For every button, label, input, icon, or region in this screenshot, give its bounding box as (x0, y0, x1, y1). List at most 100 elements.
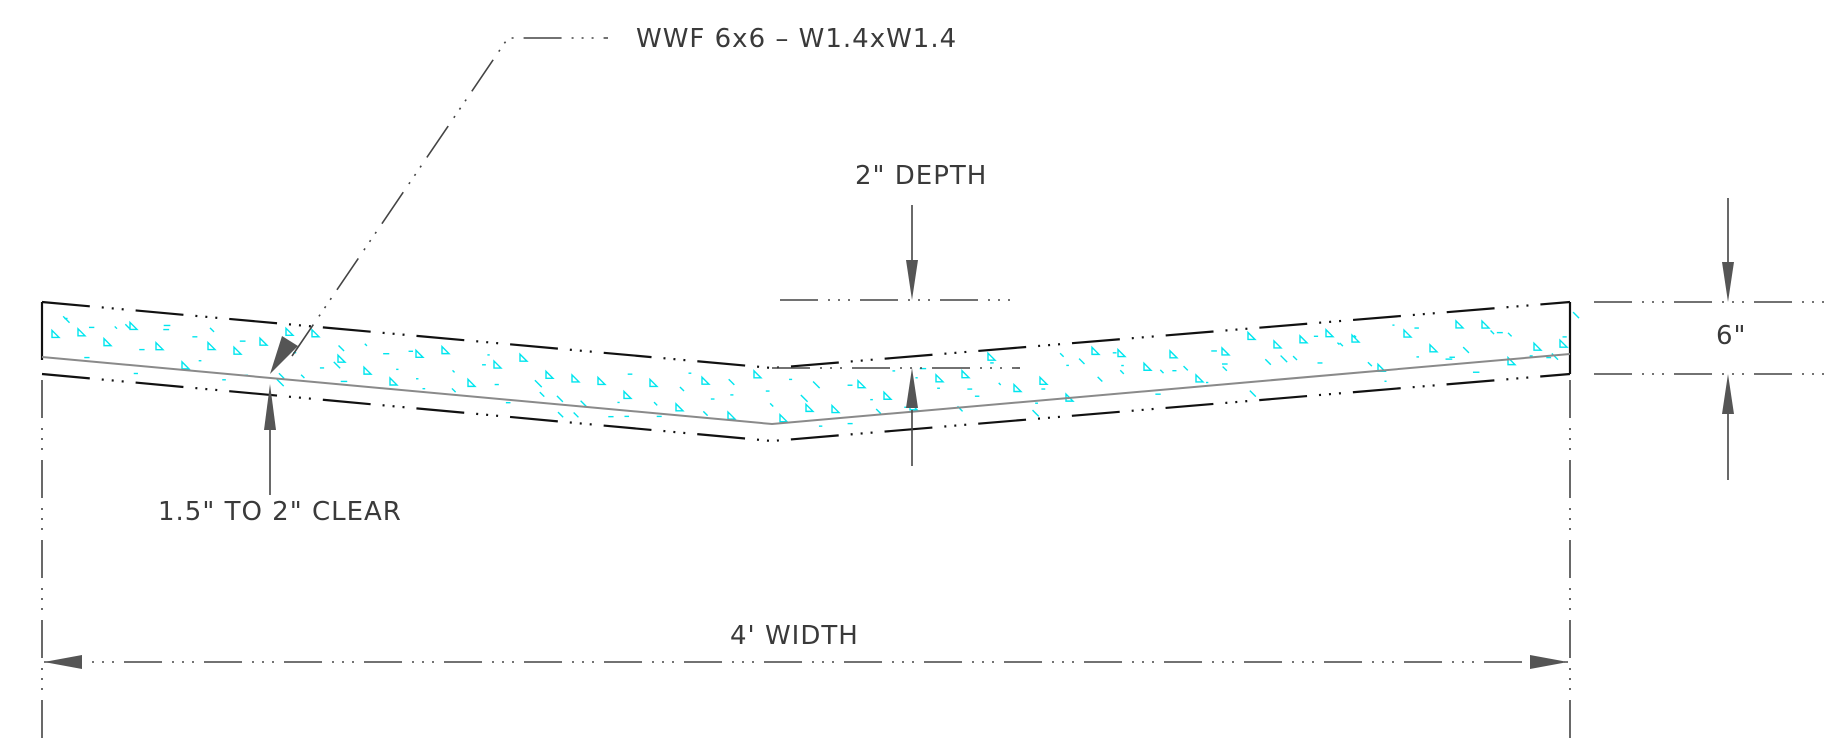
thickness-arrow-top (1722, 262, 1734, 302)
hatch-aggregate (155, 340, 165, 351)
hatch-aggregate (1091, 345, 1101, 356)
hatch-speck (1280, 355, 1288, 363)
hatch-aggregate (1351, 333, 1361, 343)
hatch-aggregate (987, 351, 997, 361)
hatch-aggregate (1325, 328, 1335, 338)
mesh-label: WWF 6x6 – W1.4xW1.4 (636, 24, 957, 54)
hatch-speck (452, 369, 456, 373)
concrete-hatch (51, 311, 1580, 427)
width-dimension: 4' WIDTH (44, 621, 1568, 669)
hatch-aggregate (259, 336, 269, 346)
slab-top-surface (41, 300, 1571, 370)
hatch-aggregate (597, 375, 607, 386)
hatch-aggregate (675, 402, 685, 412)
hatch-aggregate (519, 352, 529, 362)
hatch-aggregate (1481, 319, 1491, 329)
width-label: 4' WIDTH (730, 621, 859, 651)
hatch-speck (1183, 365, 1189, 371)
hatch-aggregate (727, 410, 737, 420)
hatch-speck (1249, 390, 1257, 398)
hatch-aggregate (493, 359, 503, 369)
hatch-speck (556, 395, 564, 403)
hatch-speck (1097, 376, 1103, 383)
hatch-aggregate (389, 376, 399, 386)
hatch-aggregate (1507, 355, 1517, 366)
hatch-speck (1353, 334, 1357, 338)
clear-cover-callout: 1.5" TO 2" CLEAR (158, 384, 402, 527)
hatch-speck (1507, 332, 1513, 337)
hatch-aggregate (233, 345, 243, 355)
hatch-aggregate (415, 348, 425, 359)
hatch-speck (1572, 311, 1580, 319)
hatch-speck (573, 412, 579, 418)
hatch-aggregate (883, 390, 893, 400)
hatch-aggregate (1273, 339, 1283, 349)
hatch-aggregate (649, 377, 659, 388)
hatch-speck (364, 343, 368, 347)
hatch-speck (278, 372, 285, 379)
hatch-speck (1462, 346, 1470, 354)
hatch-aggregate (1221, 346, 1231, 356)
hatch-speck (557, 411, 564, 418)
hatch-aggregate (1403, 328, 1413, 338)
mesh-leader-arrow (270, 336, 298, 374)
hatch-aggregate (935, 373, 945, 383)
clear-label: 1.5" TO 2" CLEAR (158, 497, 402, 527)
hatch-speck (1078, 358, 1086, 365)
hatch-aggregate (1299, 334, 1309, 344)
hatch-aggregate (961, 369, 971, 379)
mesh-leader-line (291, 37, 608, 357)
hatch-aggregate (77, 327, 87, 337)
slab-outline (40, 300, 1572, 443)
width-arrow-right (1530, 655, 1568, 669)
hatch-aggregate (779, 412, 789, 423)
depth-dimension: 2" DEPTH (772, 161, 1020, 466)
hatch-aggregate (805, 402, 815, 413)
depth-arrow-top (906, 260, 918, 300)
hatch-speck (114, 325, 118, 330)
hatch-aggregate (571, 373, 581, 383)
hatch-aggregate (1039, 375, 1049, 386)
hatch-speck (534, 379, 543, 388)
hatch-speck (1490, 330, 1495, 335)
hatch-aggregate (1533, 341, 1543, 351)
hatch-speck (209, 327, 215, 333)
hatch-speck (333, 361, 341, 369)
hatch-speck (1119, 369, 1125, 375)
hatch-aggregate (1455, 319, 1465, 329)
hatch-speck (338, 344, 345, 352)
slab-bottom-surface (41, 372, 1571, 443)
hatch-speck (1032, 409, 1040, 417)
hatch-aggregate (1559, 338, 1569, 348)
hatch-speck (653, 401, 658, 406)
thickness-dimension: 6" (1594, 198, 1824, 480)
hatch-speck (1339, 342, 1344, 347)
hatch-speck (1159, 369, 1165, 374)
hatch-speck (800, 394, 809, 403)
hatch-aggregate (181, 360, 191, 370)
hatch-speck (1336, 342, 1340, 346)
hatch-speck (1222, 366, 1228, 372)
hatch-speck (998, 382, 1002, 386)
hatch-speck (728, 378, 735, 386)
hatch-aggregate (207, 340, 217, 351)
hatch-speck (702, 410, 709, 417)
hatch-speck (539, 391, 545, 398)
hatch-aggregate (103, 336, 113, 347)
hatch-speck (875, 408, 882, 415)
hatch-speck (769, 402, 774, 408)
hatch-speck (812, 381, 821, 389)
hatch-aggregate (857, 378, 867, 389)
hatch-speck (1367, 361, 1373, 367)
hatch-aggregate (1429, 343, 1439, 353)
hatch-aggregate (1247, 330, 1257, 341)
hatch-aggregate (129, 320, 139, 331)
hatch-aggregate (701, 375, 711, 385)
hatch-aggregate (623, 389, 633, 400)
hatch-aggregate (831, 403, 841, 414)
hatch-aggregate (311, 328, 321, 338)
hatch-aggregate (1195, 373, 1205, 383)
hatch-aggregate (337, 353, 347, 363)
hatch-speck (124, 323, 131, 330)
hatch-speck (62, 315, 71, 324)
